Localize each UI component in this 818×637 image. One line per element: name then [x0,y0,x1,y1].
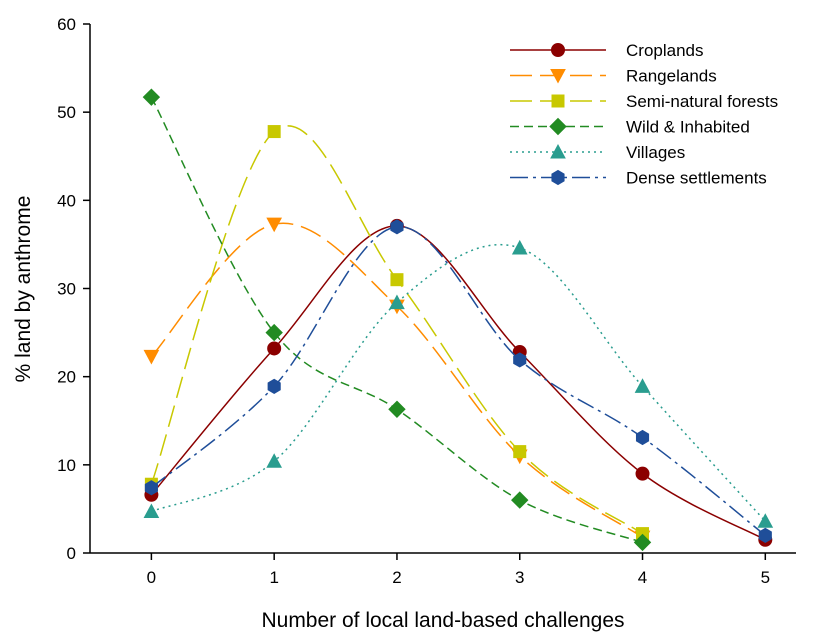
series-line [150,226,766,536]
data-point [143,349,160,365]
data-point [634,378,651,393]
x-tick-label: 0 [147,568,156,587]
series-croplands [144,218,773,547]
series-line [150,125,643,535]
y-tick-label: 20 [57,368,76,387]
x-tick-label: 2 [392,568,401,587]
data-point [511,239,528,255]
y-tick-label: 50 [57,103,76,122]
x-tick-label: 1 [269,568,278,587]
legend-marker [551,43,565,57]
legend-item: Croplands [510,41,704,60]
legend-item: Villages [510,143,685,162]
data-point [389,294,405,310]
series-lines [142,88,774,552]
series-line [150,225,766,541]
series-line [150,96,643,544]
data-point [266,453,283,468]
data-point [390,273,404,287]
data-point [267,125,281,139]
x-tick-label: 4 [638,568,647,587]
y-tick-label: 60 [57,15,76,34]
legend-item: Wild & Inhabited [510,118,750,137]
series-dense-settlements [144,219,772,543]
legend-item: Rangelands [510,67,717,86]
legend-label: Villages [626,143,685,162]
legend-marker [549,117,567,136]
data-point [143,503,160,519]
data-point [267,341,282,356]
data-point [511,491,529,509]
data-point [144,480,158,496]
data-point [388,400,406,418]
series-wild-inhabited [142,88,652,552]
series-villages [143,239,774,528]
legend-marker [550,143,566,159]
data-point [513,445,527,459]
y-tick-label: 10 [57,456,76,475]
legend-item: Dense settlements [510,169,767,188]
data-point [757,513,774,528]
data-point [513,352,527,368]
legend-label: Rangelands [626,67,717,86]
x-tick-label: 5 [761,568,770,587]
data-point [758,527,772,543]
legend-label: Dense settlements [626,169,767,188]
data-point [390,219,404,235]
y-axis-title: % land by anthrome [12,196,35,383]
legend-label: Wild & Inhabited [626,118,750,137]
legend-label: Croplands [626,41,704,60]
legend-item: Semi-natural forests [510,92,778,111]
x-axis-title: Number of local land-based challenges [261,609,624,632]
data-point [265,323,283,342]
series-rangelands [143,217,651,546]
y-tick-label: 40 [57,191,76,210]
legend-label: Semi-natural forests [626,92,778,111]
x-tick-label: 3 [515,568,524,587]
y-tick-label: 0 [67,544,76,563]
data-point [266,217,283,233]
data-point [633,533,652,552]
series-line [150,222,643,538]
legend-marker [550,69,566,84]
data-point [635,429,650,446]
series-semi-natural-forests [144,125,650,541]
legend-marker [551,169,565,186]
data-point [142,88,161,106]
legend-marker [551,94,565,108]
data-point [635,466,650,481]
legend: Croplands Rangelands Semi-natural forests W… [510,41,778,188]
y-tick-label: 30 [57,280,76,299]
data-point [267,378,281,394]
